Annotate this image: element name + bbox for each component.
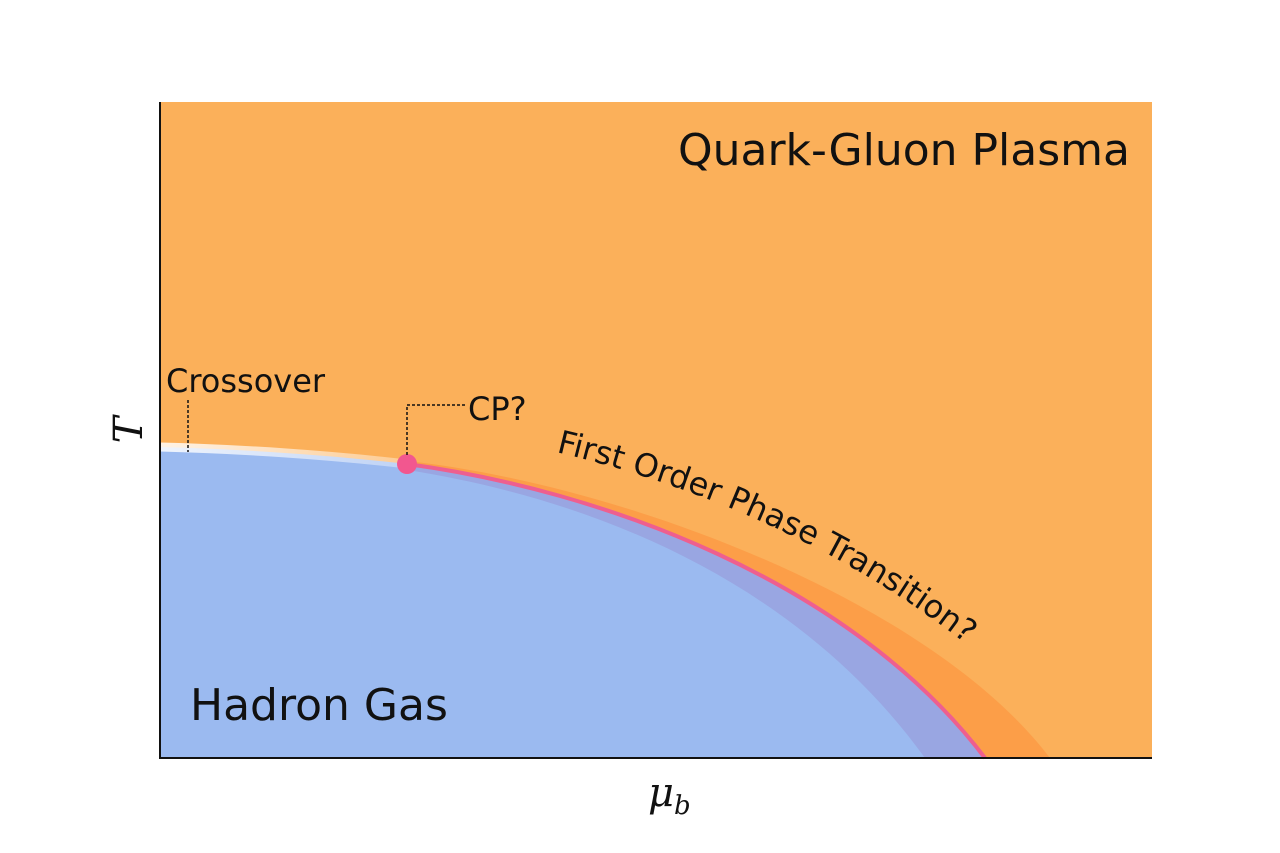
hadron-region <box>160 447 985 758</box>
first-order-line <box>406 462 987 760</box>
x-axis-subscript: b <box>674 791 691 821</box>
critical-point <box>397 454 417 474</box>
cp-label: CP? <box>468 390 527 428</box>
y-axis-label: T <box>106 413 152 443</box>
qgp-label: Quark-Gluon Plasma <box>678 125 1130 176</box>
x-axis-symbol: μ <box>648 770 674 816</box>
crossover-label: Crossover <box>166 362 326 400</box>
hadron-label: Hadron Gas <box>190 680 448 731</box>
x-axis-label: μb <box>648 770 691 821</box>
crossover-line <box>159 442 408 469</box>
cp-leader <box>406 404 465 455</box>
transition-band-inner <box>407 464 985 758</box>
transition-band-outer <box>407 461 1050 758</box>
